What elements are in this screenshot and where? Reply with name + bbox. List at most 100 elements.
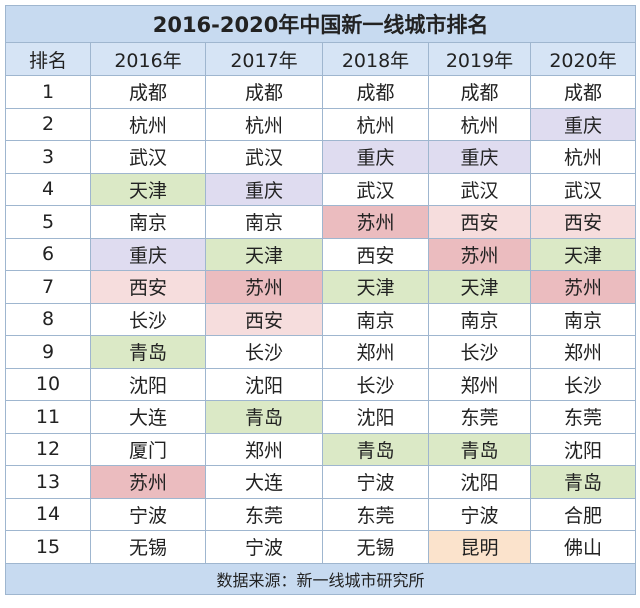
city-cell: 沈阳 [428,465,531,499]
highlighted-cell: 天津 [205,237,323,271]
city-cell: 南京 [428,302,531,336]
city-cell: 长沙 [322,367,429,401]
city-cell: 杭州 [90,107,206,141]
highlighted-cell: 青岛 [322,432,429,466]
city-cell: 大连 [90,400,206,434]
city-cell: 杭州 [322,107,429,141]
city-cell: 武汉 [90,140,206,174]
city-cell: 东莞 [529,400,637,434]
header-cell: 2016年 [90,42,206,76]
rank-cell: 6 [5,237,91,271]
city-cell: 宁波 [205,530,323,564]
highlighted-cell: 重庆 [205,172,323,206]
city-cell: 厦门 [90,432,206,466]
city-cell: 南京 [322,302,429,336]
header-cell: 排名 [5,42,91,76]
rank-cell: 5 [5,205,91,239]
city-cell: 南京 [90,205,206,239]
city-cell: 武汉 [205,140,323,174]
rank-cell: 7 [5,270,91,304]
table-title: 2016-2020年中国新一线城市排名 [4,5,637,43]
rank-cell: 4 [5,172,91,206]
highlighted-cell: 青岛 [90,335,206,369]
header-cell: 2018年 [322,42,429,76]
table-row: 1 成都 成都 成都 成都 成都 [5,75,637,109]
city-cell: 东莞 [428,400,531,434]
highlighted-cell: 天津 [322,270,429,304]
city-cell: 长沙 [205,335,323,369]
highlighted-cell: 青岛 [529,465,637,499]
city-cell: 无锡 [90,530,206,564]
city-cell: 沈阳 [205,367,323,401]
highlighted-cell: 天津 [529,237,637,271]
table-row: 5 南京 南京 苏州 西安 西安 [5,205,637,239]
highlighted-cell: 苏州 [529,270,637,304]
city-cell: 无锡 [322,530,429,564]
header-cell: 2020年 [529,42,637,76]
rank-cell: 12 [5,432,91,466]
table-row: 10 沈阳 沈阳 长沙 郑州 长沙 [5,367,637,401]
city-cell: 成都 [529,75,637,109]
highlighted-cell: 天津 [90,172,206,206]
city-cell: 杭州 [428,107,531,141]
highlighted-cell: 天津 [428,270,531,304]
rank-cell: 11 [5,400,91,434]
city-cell: 东莞 [322,497,429,531]
city-cell: 郑州 [205,432,323,466]
highlighted-cell: 重庆 [428,140,531,174]
highlighted-cell: 重庆 [90,237,206,271]
city-cell: 沈阳 [90,367,206,401]
city-cell: 长沙 [529,367,637,401]
highlighted-cell: 青岛 [428,432,531,466]
city-cell: 郑州 [529,335,637,369]
table-row: 14 宁波 东莞 东莞 宁波 合肥 [5,497,637,531]
city-cell: 武汉 [428,172,531,206]
highlighted-cell: 苏州 [90,465,206,499]
highlighted-cell: 西安 [205,302,323,336]
city-cell: 东莞 [205,497,323,531]
rank-cell: 8 [5,302,91,336]
highlighted-cell: 西安 [529,205,637,239]
table-row: 4 天津 重庆 武汉 武汉 武汉 [5,172,637,206]
rank-cell: 10 [5,367,91,401]
city-cell: 宁波 [322,465,429,499]
city-cell: 郑州 [322,335,429,369]
rank-cell: 3 [5,140,91,174]
city-cell: 武汉 [322,172,429,206]
table-row: 9 青岛 长沙 郑州 长沙 郑州 [5,335,637,369]
title-row: 2016-2020年中国新一线城市排名 [4,5,637,43]
city-cell: 宁波 [428,497,531,531]
city-cell: 合肥 [529,497,637,531]
header-cell: 2017年 [205,42,323,76]
header-row: 排名 2016年 2017年 2018年 2019年 2020年 [5,42,637,76]
city-cell: 长沙 [90,302,206,336]
footer-row: 数据来源：新一线城市研究所 [4,562,637,595]
city-cell: 南京 [205,205,323,239]
city-cell: 成都 [90,75,206,109]
highlighted-cell: 西安 [90,270,206,304]
city-cell: 郑州 [428,367,531,401]
table-row: 8 长沙 西安 南京 南京 南京 [5,302,637,336]
city-cell: 成都 [322,75,429,109]
highlighted-cell: 苏州 [205,270,323,304]
highlighted-cell: 重庆 [322,140,429,174]
table-row: 12 厦门 郑州 青岛 青岛 沈阳 [5,432,637,466]
rank-cell: 2 [5,107,91,141]
rank-cell: 1 [5,75,91,109]
header-cell: 2019年 [428,42,531,76]
rank-cell: 13 [5,465,91,499]
table-row: 11 大连 青岛 沈阳 东莞 东莞 [5,400,637,434]
city-cell: 长沙 [428,335,531,369]
table-row: 15 无锡 宁波 无锡 昆明 佛山 [5,530,637,564]
source-note: 数据来源：新一线城市研究所 [4,562,637,595]
city-cell: 武汉 [529,172,637,206]
city-cell: 西安 [322,237,429,271]
city-cell: 杭州 [529,140,637,174]
city-cell: 宁波 [90,497,206,531]
city-cell: 杭州 [205,107,323,141]
table-row: 2 杭州 杭州 杭州 杭州 重庆 [5,107,637,141]
city-cell: 沈阳 [529,432,637,466]
rank-cell: 14 [5,497,91,531]
rank-cell: 9 [5,335,91,369]
city-cell: 南京 [529,302,637,336]
